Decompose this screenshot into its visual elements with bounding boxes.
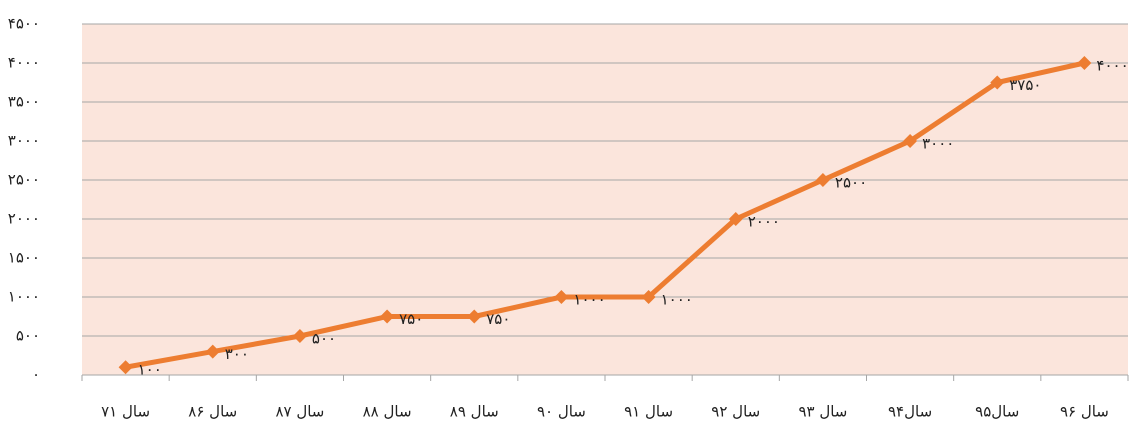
x-tick-label: سال ۸۸ (363, 403, 412, 421)
marker (728, 212, 743, 226)
y-tick-label: ۴۵۰۰ (8, 15, 40, 33)
data-label: ۲۰۰۰ (748, 213, 780, 231)
marker (1077, 56, 1092, 70)
x-tick-label: سال ۹۲ (711, 403, 760, 421)
plot-area (82, 24, 1128, 375)
x-tick-label: سال۹۴ (888, 403, 932, 421)
data-label: ۷۵۰ (486, 310, 510, 328)
x-tick-label: سال ۹۶ (1060, 403, 1109, 421)
data-label: ۱۰۰ (138, 361, 162, 379)
marker (292, 329, 307, 343)
marker (118, 360, 133, 375)
marker (903, 134, 918, 148)
x-tick-label: سال۹۵ (975, 403, 1019, 421)
y-tick-label: ۰ (32, 366, 40, 384)
y-tick-label: ۱۵۰۰ (8, 249, 40, 267)
x-tick-label: سال ۹۱ (624, 403, 673, 421)
data-label: ۳۷۵۰ (1009, 76, 1041, 94)
y-tick-label: ۳۰۰۰ (8, 132, 40, 150)
data-label: ۱۰۰۰ (573, 291, 605, 309)
line (125, 60, 1085, 370)
x-tick-label: سال ۹۳ (798, 403, 847, 421)
marker (815, 173, 830, 187)
y-tick-label: ۲۵۰۰ (8, 171, 40, 189)
marker (990, 75, 1005, 90)
data-label: ۱۰۰۰ (661, 291, 693, 309)
marker (467, 309, 482, 324)
y-tick-label: ۳۵۰۰ (8, 93, 40, 111)
x-tick-label: سال ۸۷ (275, 403, 324, 421)
marker (554, 290, 569, 304)
data-label: ۵۰۰ (312, 330, 336, 348)
data-label: ۴۰۰۰ (1096, 57, 1128, 75)
data-label: ۳۰۰۰ (922, 135, 954, 153)
marker (205, 344, 220, 359)
marker (380, 309, 395, 324)
x-tick-label: سال ۸۹ (450, 403, 499, 421)
data-label: ۷۵۰ (399, 310, 423, 328)
marker (641, 290, 656, 304)
x-tick-label: سال ۷۱ (101, 403, 150, 421)
data-label: ۳۰۰ (225, 345, 249, 363)
y-tick-label: ۴۰۰۰ (8, 54, 40, 72)
y-tick-label: ۲۰۰۰ (8, 210, 40, 228)
y-tick-label: ۱۰۰۰ (8, 288, 40, 306)
x-tick-label: سال ۸۶ (188, 403, 237, 421)
y-tick-label: ۵۰۰ (16, 327, 40, 345)
x-tick-label: سال ۹۰ (537, 403, 586, 421)
data-label: ۲۵۰۰ (835, 174, 867, 192)
